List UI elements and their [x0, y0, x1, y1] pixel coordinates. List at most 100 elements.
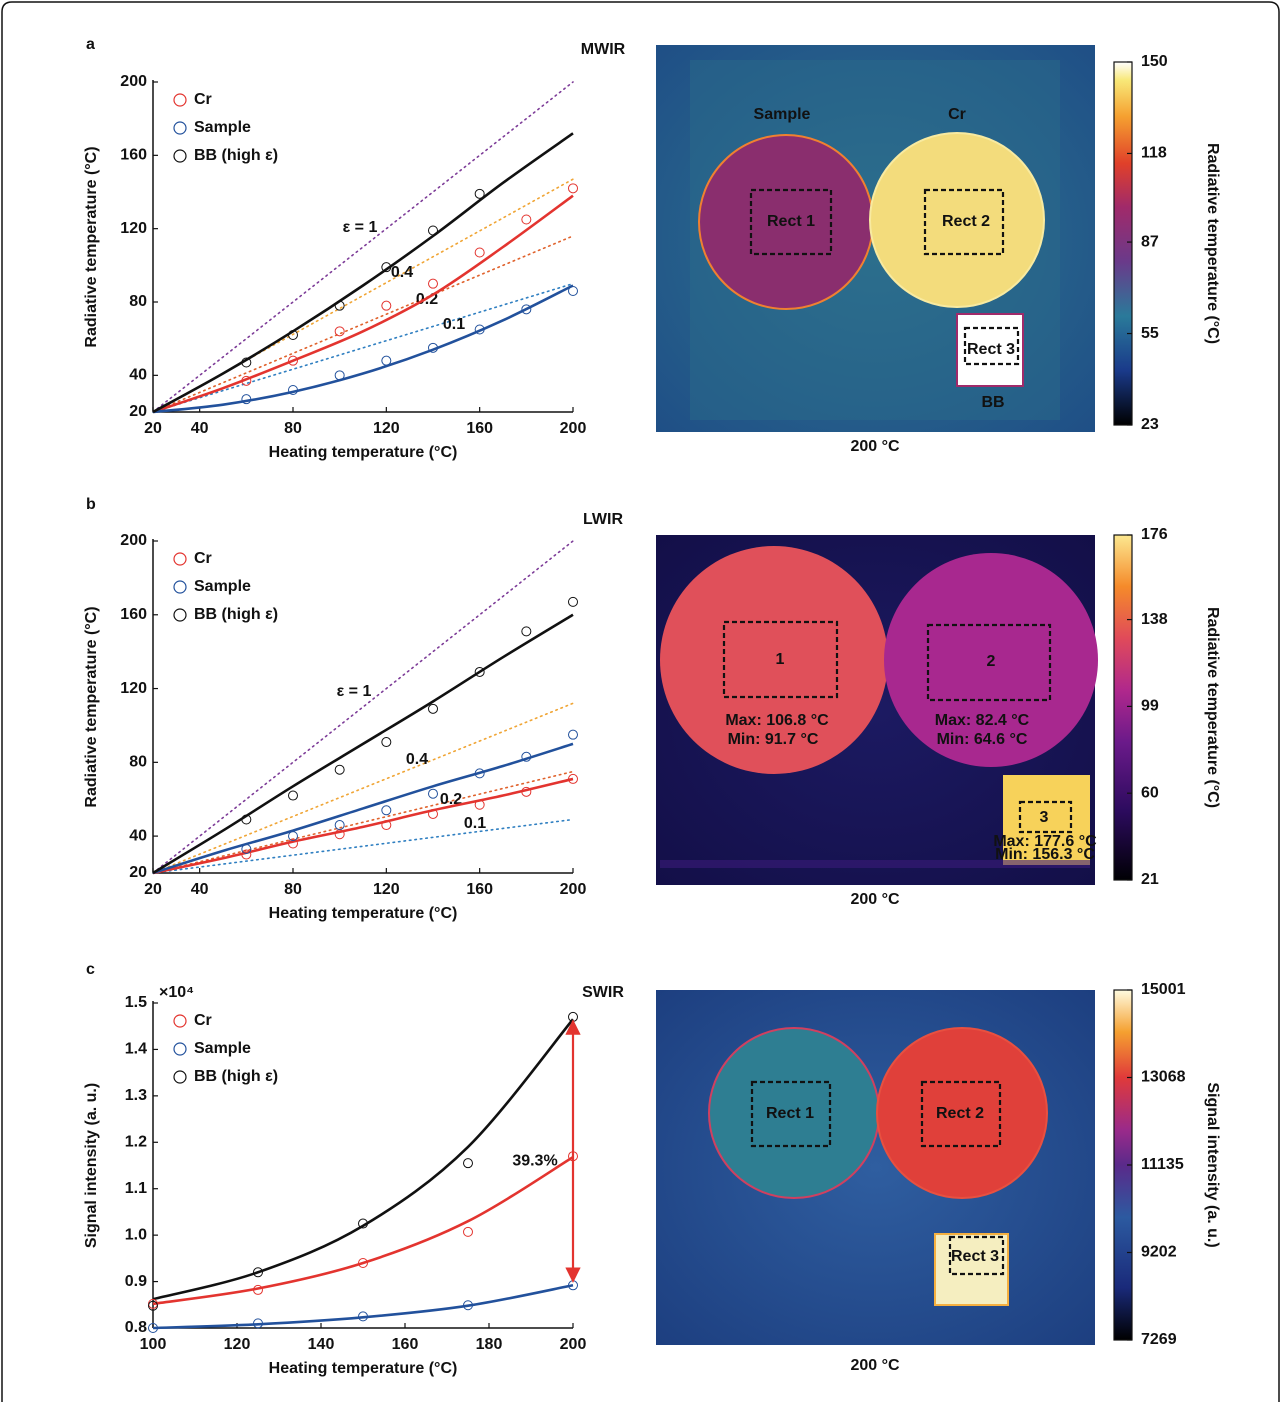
y-tick-label: 200 — [120, 532, 147, 549]
colorbar-label: Radiative temperature (°C) — [1204, 143, 1221, 344]
x-tick-label: 80 — [284, 881, 302, 898]
legend-label: Cr — [194, 550, 212, 567]
x-axis-label: Heating temperature (°C) — [269, 444, 458, 461]
legend-label: Sample — [194, 578, 251, 595]
y-tick-label: 0.8 — [125, 1319, 147, 1336]
fit-line — [153, 615, 573, 873]
x-tick-label: 100 — [140, 1336, 167, 1353]
panel-letter: a — [86, 36, 95, 53]
y-tick-label: 120 — [120, 220, 147, 237]
y-axis-label: Radiative temperature (°C) — [83, 606, 100, 807]
x-tick-label: 200 — [560, 420, 587, 437]
colorbar-tick-label: 176 — [1141, 526, 1168, 543]
x-tick-label: 120 — [373, 881, 400, 898]
legend-marker — [174, 581, 186, 593]
image-region — [935, 1234, 1008, 1305]
reference-line — [153, 236, 573, 412]
reference-label: 0.1 — [464, 815, 486, 832]
legend-label: BB (high ε) — [194, 147, 278, 164]
fit-line — [153, 1285, 573, 1328]
data-point — [569, 597, 578, 606]
fit-line — [153, 779, 573, 873]
data-point — [382, 806, 391, 815]
data-point — [429, 279, 438, 288]
image-label: Cr — [948, 106, 966, 123]
legend-label: Sample — [194, 1040, 251, 1057]
colorbar-tick-label: 60 — [1141, 784, 1159, 801]
y-tick-label: 40 — [129, 827, 147, 844]
y-tick-label: 40 — [129, 367, 147, 384]
image-label: 2 — [987, 653, 996, 670]
colorbar-tick-label: 87 — [1141, 233, 1159, 250]
colorbar-tick-label: 99 — [1141, 698, 1159, 715]
x-tick-label: 160 — [466, 420, 493, 437]
y-tick-label: 200 — [120, 73, 147, 90]
annotation: 39.3% — [512, 1152, 557, 1169]
y-tick-label: 80 — [129, 293, 147, 310]
data-point — [429, 789, 438, 798]
reference-label: 0.4 — [391, 264, 413, 281]
y-tick-label: 160 — [120, 147, 147, 164]
x-tick-label: 40 — [191, 881, 209, 898]
fit-line — [153, 133, 573, 412]
image-label: Rect 1 — [766, 1105, 814, 1122]
y-multiplier: ×10⁴ — [159, 984, 194, 1001]
image-label: 1 — [776, 651, 785, 668]
image-caption: 200 °C — [850, 891, 900, 908]
image-label: Min: 91.7 °C — [728, 731, 819, 748]
reference-label: 0.1 — [443, 316, 465, 333]
legend-marker — [174, 609, 186, 621]
legend-marker — [174, 122, 186, 134]
y-tick-label: 160 — [120, 606, 147, 623]
y-tick-label: 1.4 — [125, 1041, 147, 1058]
y-tick-label: 80 — [129, 754, 147, 771]
x-axis-label: Heating temperature (°C) — [269, 905, 458, 922]
colorbar-tick-label: 21 — [1141, 871, 1159, 888]
x-tick-label: 40 — [191, 420, 209, 437]
x-tick-label: 160 — [392, 1336, 419, 1353]
image-label: Rect 3 — [951, 1248, 999, 1265]
colorbar-tick-label: 150 — [1141, 53, 1168, 70]
data-point — [289, 791, 298, 800]
data-point — [475, 189, 484, 198]
legend-label: Cr — [194, 1012, 212, 1029]
data-point — [475, 248, 484, 257]
panel-title: LWIR — [583, 511, 623, 528]
colorbar-tick-label: 7269 — [1141, 1331, 1177, 1348]
y-tick-label: 20 — [129, 864, 147, 881]
reference-label: ε = 1 — [337, 683, 372, 700]
legend-label: Cr — [194, 91, 212, 108]
y-tick-label: 1.5 — [125, 994, 147, 1011]
y-tick-label: 20 — [129, 403, 147, 420]
colorbar-tick-label: 138 — [1141, 611, 1168, 628]
fit-line — [153, 1019, 573, 1299]
colorbar-label: Radiative temperature (°C) — [1204, 607, 1221, 808]
x-tick-label: 20 — [144, 420, 162, 437]
legend-marker — [174, 1071, 186, 1083]
image-caption: 200 °C — [850, 438, 900, 455]
y-tick-label: 1.2 — [125, 1134, 147, 1151]
y-tick-label: 1.1 — [125, 1180, 147, 1197]
colorbar — [1114, 535, 1132, 880]
reference-line — [153, 703, 573, 873]
x-tick-label: 120 — [373, 420, 400, 437]
y-tick-label: 1.0 — [125, 1226, 147, 1243]
data-point — [429, 704, 438, 713]
image-label: Rect 2 — [936, 1105, 984, 1122]
x-axis-label: Heating temperature (°C) — [269, 1360, 458, 1377]
figure: a204080120160200204080120160200Heating t… — [0, 0, 1281, 1402]
image-label: Rect 1 — [767, 213, 815, 230]
x-tick-label: 200 — [560, 881, 587, 898]
data-point — [429, 226, 438, 235]
colorbar-tick-label: 9202 — [1141, 1244, 1177, 1261]
data-point — [522, 215, 531, 224]
colorbar-tick-label: 15001 — [1141, 981, 1186, 998]
data-point — [382, 356, 391, 365]
data-point — [522, 627, 531, 636]
image-label: Min: 156.3 °C — [995, 846, 1095, 863]
fit-line — [153, 744, 573, 873]
colorbar-label: Signal intensity (a. u.) — [1204, 1082, 1221, 1247]
y-tick-label: 0.9 — [125, 1273, 147, 1290]
thermal-image — [656, 990, 1095, 1345]
reference-line — [153, 284, 573, 412]
